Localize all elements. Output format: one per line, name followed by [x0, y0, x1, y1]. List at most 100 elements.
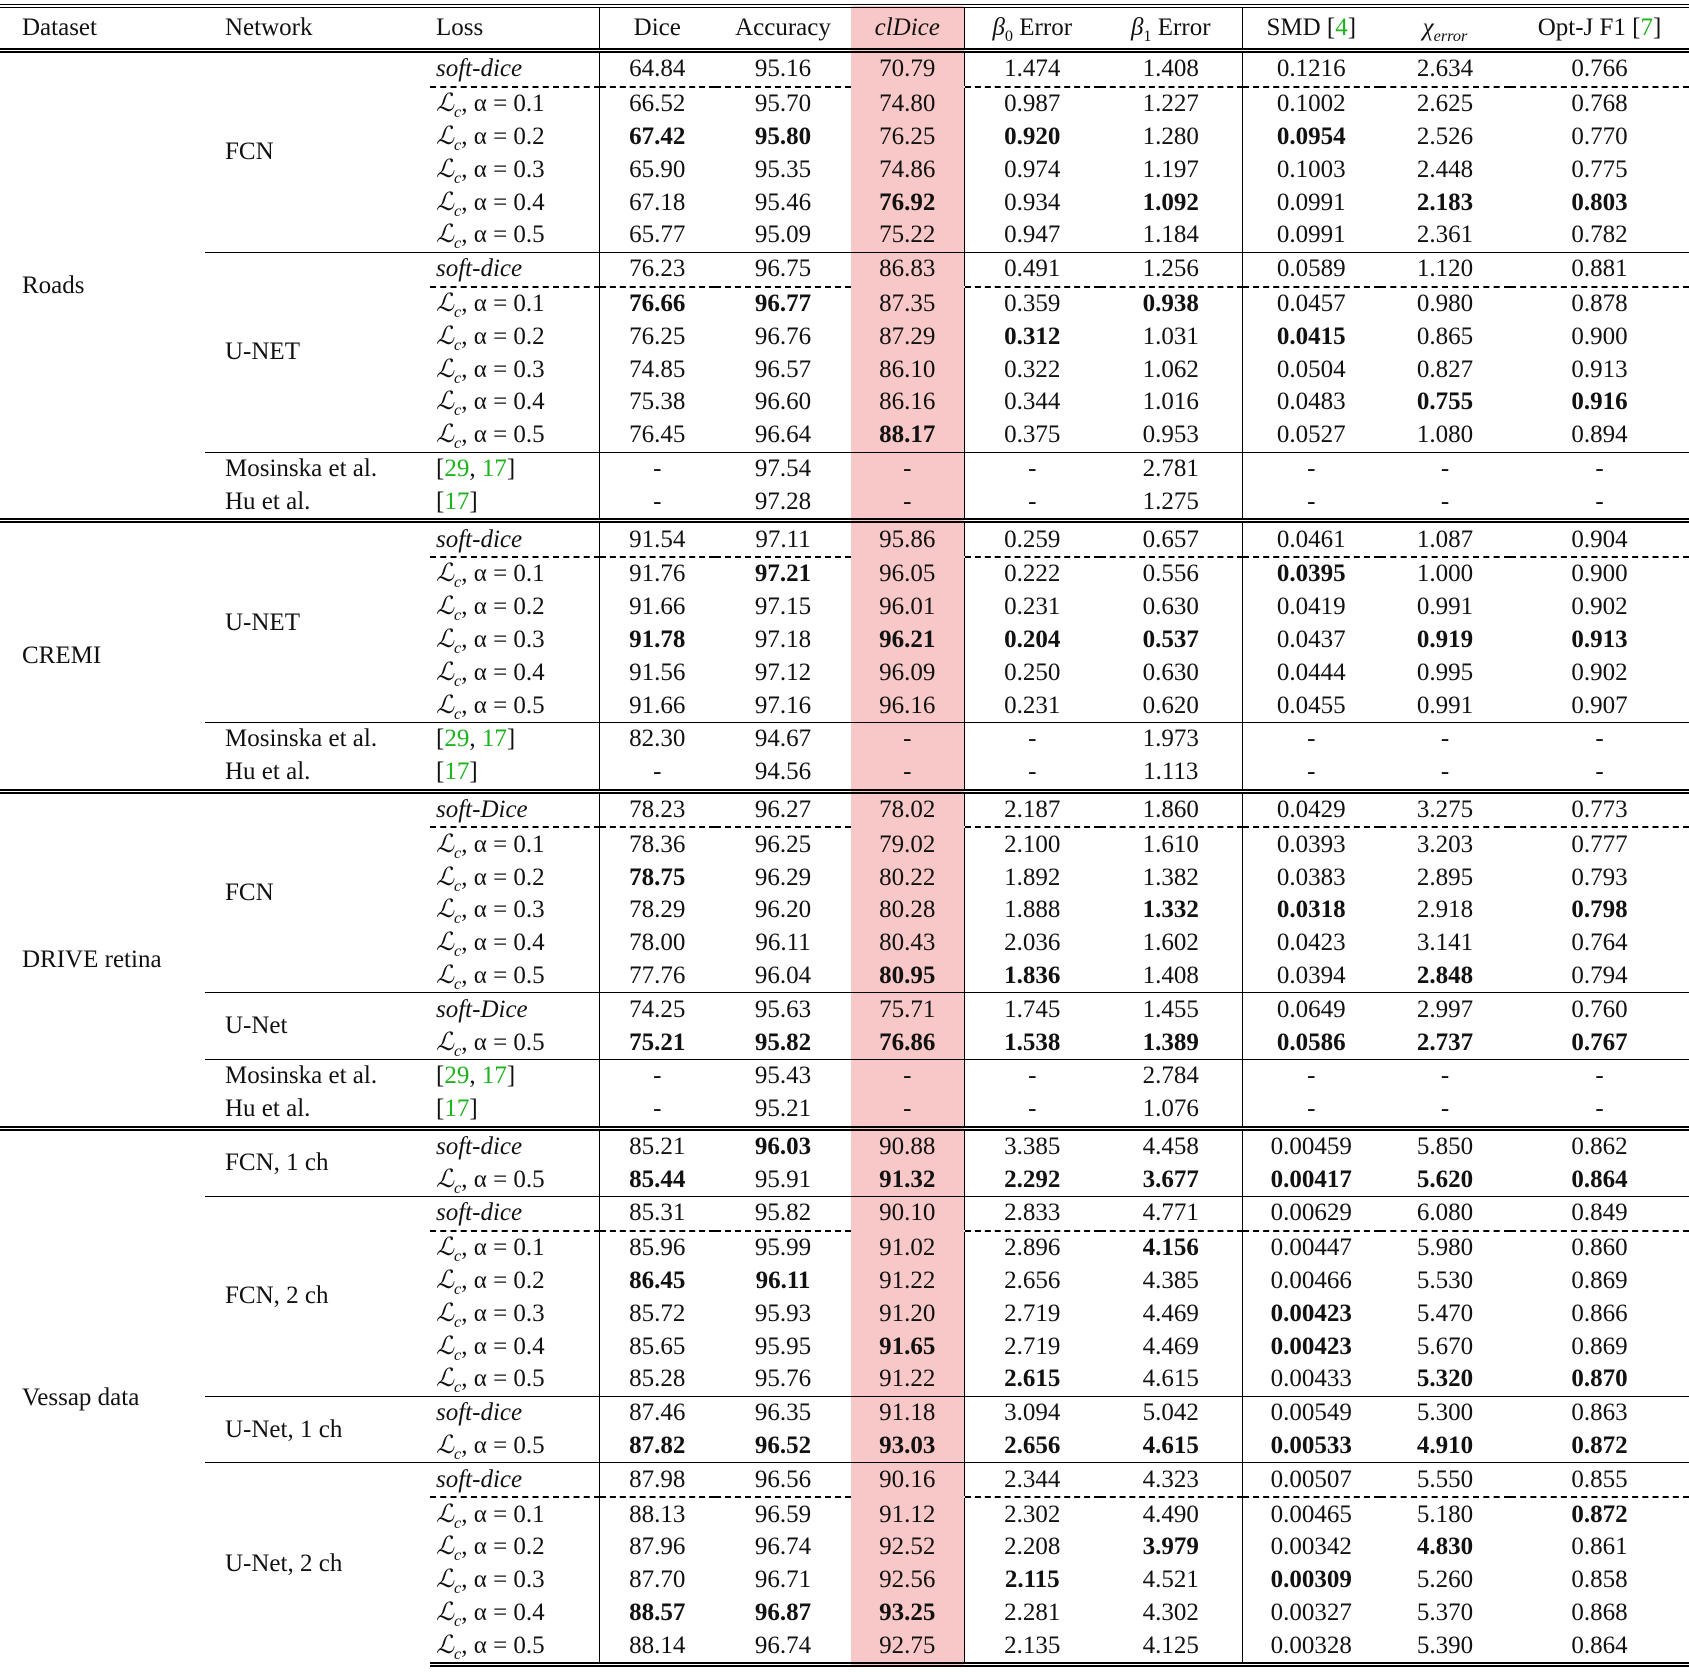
loss-symbol: ℒ: [436, 830, 455, 858]
metric-accuracy: 96.29: [754, 863, 812, 891]
table-row: U-Net soft-Dice 74.25 95.63 75.71 1.745 1.455 0…: [0, 992, 1689, 1060]
metric-dice: 87.98: [599, 1462, 715, 1498]
loss-symbol: ℒ: [436, 322, 455, 350]
metric-cldice: 96.01: [851, 590, 965, 624]
metric-smd: 0.00327: [1270, 1599, 1352, 1627]
metric-opt-j-f1: -: [1595, 1095, 1604, 1123]
loss-subscript: c: [454, 671, 462, 690]
loss-cell: ℒc, α = 0.5: [430, 1363, 600, 1397]
metric-accuracy: 96.11: [755, 929, 811, 957]
network-name: U-Net, 1 ch: [205, 1395, 430, 1463]
metric-dice: 85.31: [599, 1196, 715, 1231]
metric-beta0-error: 0.491: [964, 251, 1100, 287]
citation-number: 17: [444, 758, 470, 786]
metric-accuracy: 97.16: [754, 691, 812, 719]
table-row: ℒc, α = 0.4 88.57 96.87 93.25 2.281 4.302 0.00…: [0, 1596, 1689, 1630]
metric-opt-j-f1: 0.870: [1571, 1365, 1628, 1393]
column-header-subscript: 0: [1004, 27, 1014, 45]
loss-symbol: ℒ: [436, 658, 455, 686]
loss-cell: ℒc, α = 0.4: [430, 1596, 600, 1630]
loss-subscript: c: [454, 1345, 462, 1364]
table-row: ℒc, α = 0.1 78.36 96.25 79.02 2.100 1.610 0.03…: [0, 826, 1689, 862]
column-header-subscript: 1: [1143, 27, 1152, 45]
metric-beta0-error: -: [964, 451, 1100, 486]
loss-subscript: c: [454, 1378, 462, 1397]
table-row: ℒc, α = 0.4 85.65 95.95 91.65 2.719 4.469 0.00…: [0, 1330, 1689, 1364]
metric-dice: 75.38: [629, 388, 686, 416]
loss-symbol: ℒ: [436, 1332, 455, 1360]
metric-opt-j-f1: 0.760: [1510, 992, 1689, 1027]
loss-alpha: , α = 0.5: [461, 691, 545, 719]
metric-beta0-error: -: [1028, 758, 1037, 786]
metric-chi-error: 5.180: [1380, 1496, 1510, 1532]
loss-cell: ℒc, α = 0.4: [430, 1330, 600, 1364]
column-header-label: Opt-J F1 [7]: [1537, 14, 1662, 41]
metric-beta1-error: 2.781: [1100, 451, 1243, 486]
table-row: ℒc, α = 0.1 91.76 97.21 96.05 0.222 0.556 0.03…: [0, 555, 1689, 591]
metric-beta1-error: 1.062: [1100, 353, 1243, 386]
metric-beta1-error: 1.280: [1100, 120, 1243, 154]
metric-beta1-error: 0.938: [1100, 285, 1243, 321]
metric-chi-error: 2.448: [1416, 155, 1474, 183]
loss-subscript: c: [454, 1312, 462, 1331]
metric-accuracy: 95.99: [715, 1229, 851, 1265]
metric-beta0-error: 2.115: [1004, 1566, 1060, 1594]
metric-beta0-error: 2.344: [964, 1462, 1100, 1498]
table-row: ℒc, α = 0.2 87.96 96.74 92.52 2.208 3.979 0.00…: [0, 1531, 1689, 1564]
loss-name: soft-dice: [436, 255, 523, 283]
metric-beta0-error: 2.656: [1004, 1432, 1061, 1460]
metric-accuracy: 95.63: [715, 992, 851, 1027]
metric-cldice: 93.25: [851, 1596, 965, 1630]
column-header-network: Network: [205, 4, 430, 53]
metric-accuracy: 97.15: [754, 593, 812, 621]
loss-alpha: , α = 0.4: [461, 188, 545, 216]
loss-symbol: ℒ: [436, 289, 455, 317]
metric-smd: 0.00423: [1270, 1332, 1352, 1360]
metric-beta1-error: 1.455: [1100, 992, 1243, 1027]
metric-beta1-error: 1.408: [1100, 47, 1243, 87]
column-header-smd: SMD [4]: [1242, 4, 1380, 53]
loss-alpha: , α = 0.2: [461, 593, 545, 621]
loss-alpha: , α = 0.4: [461, 388, 545, 416]
metric-cldice: 91.22: [851, 1264, 965, 1298]
loss-subscript: c: [454, 942, 462, 961]
loss-alpha: , α = 0.3: [461, 155, 545, 183]
citation-number: 17: [481, 1062, 507, 1090]
loss-cell: ℒc, α = 0.2: [430, 861, 600, 894]
metric-chi-error: 2.895: [1416, 863, 1474, 891]
metric-cldice: 93.03: [851, 1429, 965, 1463]
column-header-label: β0 Error: [992, 14, 1073, 45]
table-row: ℒc, α = 0.1 85.96 95.99 91.02 2.896 4.156 0.00…: [0, 1229, 1689, 1265]
metric-beta0-error: 2.208: [1004, 1533, 1061, 1561]
metric-dice: 77.76: [629, 961, 686, 989]
metric-chi-error: 5.370: [1416, 1599, 1474, 1627]
network-name: Mosinska et al.: [205, 1058, 430, 1093]
loss-alpha: , α = 0.2: [461, 1267, 545, 1295]
metric-opt-j-f1: -: [1510, 451, 1689, 486]
metric-opt-j-f1: 0.904: [1510, 518, 1689, 557]
metric-dice: 85.21: [599, 1125, 715, 1164]
metric-opt-j-f1: 0.764: [1571, 929, 1628, 957]
metric-opt-j-f1: 0.864: [1571, 1165, 1628, 1193]
citation-number: 29: [444, 725, 470, 753]
metric-smd: 0.1002: [1242, 85, 1380, 121]
loss-cell: ℒc, α = 0.5: [430, 689, 600, 723]
loss-cell: ℒc, α = 0.2: [430, 1531, 600, 1564]
loss-cell: ℒc, α = 0.5: [430, 218, 600, 253]
metric-beta1-error: 0.556: [1100, 555, 1243, 591]
metric-chi-error: 3.275: [1380, 788, 1510, 828]
metric-chi-error: 0.991: [1416, 691, 1474, 719]
metric-cldice: 91.18: [851, 1395, 965, 1430]
metric-opt-j-f1: 0.863: [1510, 1395, 1689, 1430]
metric-accuracy: 97.11: [715, 518, 851, 557]
loss-symbol: ℒ: [436, 388, 455, 416]
metric-smd: 0.00309: [1270, 1566, 1352, 1594]
metric-cldice: 91.20: [851, 1297, 965, 1331]
loss-symbol: ℒ: [436, 961, 455, 989]
table-row: ℒc, α = 0.5 88.14 96.74 92.75 2.135 4.125 0.00…: [0, 1629, 1689, 1668]
metric-opt-j-f1: 0.803: [1571, 188, 1628, 216]
loss-alpha: , α = 0.1: [461, 90, 545, 118]
citation-number: 4: [1335, 14, 1348, 41]
metric-accuracy: 96.87: [754, 1599, 812, 1627]
metric-chi-error: 5.550: [1380, 1462, 1510, 1498]
